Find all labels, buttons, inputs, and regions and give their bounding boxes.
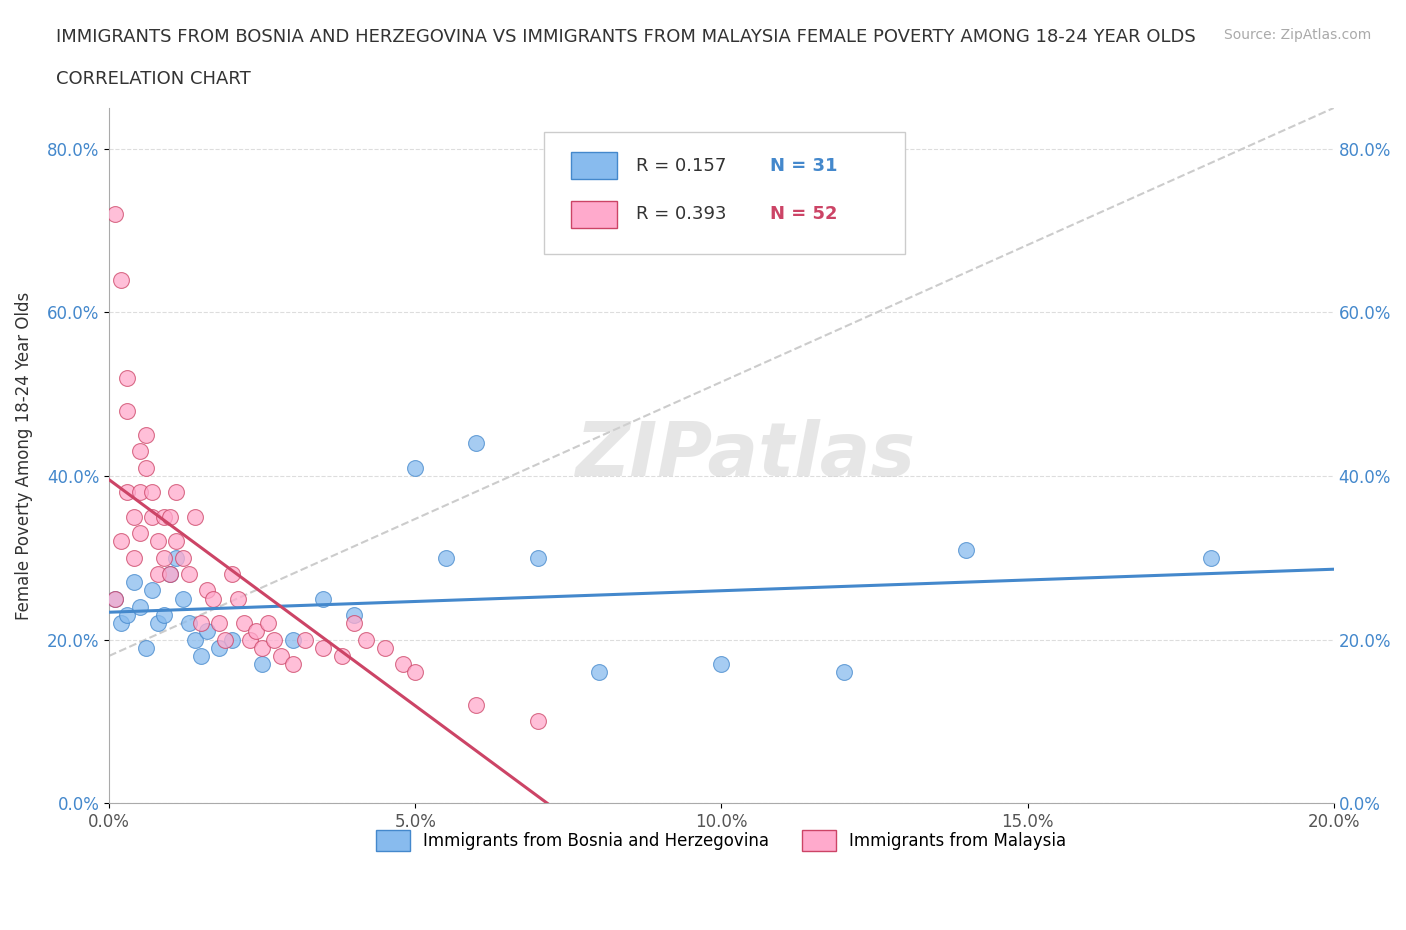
Point	[141, 583, 163, 598]
Point	[343, 616, 366, 631]
Point	[135, 428, 157, 443]
Point	[159, 566, 181, 581]
Point	[312, 640, 335, 655]
Point	[153, 551, 176, 565]
Point	[955, 542, 977, 557]
Point	[343, 607, 366, 622]
Point	[166, 534, 188, 549]
Point	[184, 510, 207, 525]
Point	[104, 591, 127, 606]
Point	[221, 566, 243, 581]
Point	[208, 640, 231, 655]
Point	[190, 648, 212, 663]
Point	[404, 665, 426, 680]
Point	[214, 632, 236, 647]
FancyBboxPatch shape	[544, 132, 905, 254]
Legend: Immigrants from Bosnia and Herzegovina, Immigrants from Malaysia: Immigrants from Bosnia and Herzegovina, …	[370, 824, 1073, 857]
Point	[128, 525, 150, 540]
Point	[710, 657, 733, 671]
Point	[294, 632, 316, 647]
Point	[221, 632, 243, 647]
Point	[177, 566, 200, 581]
Point	[263, 632, 285, 647]
Text: R = 0.393: R = 0.393	[636, 206, 725, 223]
Point	[117, 370, 139, 385]
Point	[270, 648, 292, 663]
Point	[166, 551, 188, 565]
Point	[465, 436, 488, 451]
Point	[122, 510, 145, 525]
Point	[257, 616, 280, 631]
Point	[117, 607, 139, 622]
Text: CORRELATION CHART: CORRELATION CHART	[56, 70, 252, 87]
Point	[202, 591, 225, 606]
Point	[159, 566, 181, 581]
Point	[404, 460, 426, 475]
Point	[281, 657, 304, 671]
Point	[128, 444, 150, 458]
Point	[128, 600, 150, 615]
Point	[177, 616, 200, 631]
Point	[465, 698, 488, 712]
Point	[434, 551, 457, 565]
Point	[184, 632, 207, 647]
Point	[832, 665, 855, 680]
Text: Source: ZipAtlas.com: Source: ZipAtlas.com	[1223, 28, 1371, 42]
Point	[153, 510, 176, 525]
Point	[117, 485, 139, 499]
Point	[146, 534, 169, 549]
Point	[128, 485, 150, 499]
Point	[122, 575, 145, 590]
Point	[374, 640, 396, 655]
Point	[141, 510, 163, 525]
Point	[135, 460, 157, 475]
Text: R = 0.157: R = 0.157	[636, 156, 725, 175]
Text: ZIPatlas: ZIPatlas	[576, 419, 915, 492]
Point	[526, 551, 548, 565]
Point	[526, 714, 548, 729]
Point	[588, 665, 610, 680]
Y-axis label: Female Poverty Among 18-24 Year Olds: Female Poverty Among 18-24 Year Olds	[15, 291, 32, 619]
Point	[172, 591, 194, 606]
Point	[190, 616, 212, 631]
Point	[110, 616, 132, 631]
Point	[1199, 551, 1222, 565]
Point	[122, 551, 145, 565]
Point	[232, 616, 254, 631]
Point	[104, 591, 127, 606]
Point	[239, 632, 262, 647]
Point	[146, 616, 169, 631]
Point	[226, 591, 249, 606]
Bar	[571, 201, 617, 228]
Point	[159, 510, 181, 525]
Point	[146, 566, 169, 581]
Point	[110, 534, 132, 549]
Point	[110, 272, 132, 287]
Text: IMMIGRANTS FROM BOSNIA AND HERZEGOVINA VS IMMIGRANTS FROM MALAYSIA FEMALE POVERT: IMMIGRANTS FROM BOSNIA AND HERZEGOVINA V…	[56, 28, 1197, 46]
Text: N = 31: N = 31	[770, 156, 838, 175]
Point	[208, 616, 231, 631]
Point	[166, 485, 188, 499]
Point	[104, 206, 127, 221]
Bar	[571, 153, 617, 179]
Point	[312, 591, 335, 606]
Point	[153, 607, 176, 622]
Point	[354, 632, 377, 647]
Point	[141, 485, 163, 499]
Text: N = 52: N = 52	[770, 206, 838, 223]
Point	[281, 632, 304, 647]
Point	[245, 624, 267, 639]
Point	[250, 657, 273, 671]
Point	[330, 648, 353, 663]
Point	[195, 583, 218, 598]
Point	[172, 551, 194, 565]
Point	[392, 657, 415, 671]
Point	[195, 624, 218, 639]
Point	[250, 640, 273, 655]
Point	[135, 640, 157, 655]
Point	[117, 403, 139, 418]
